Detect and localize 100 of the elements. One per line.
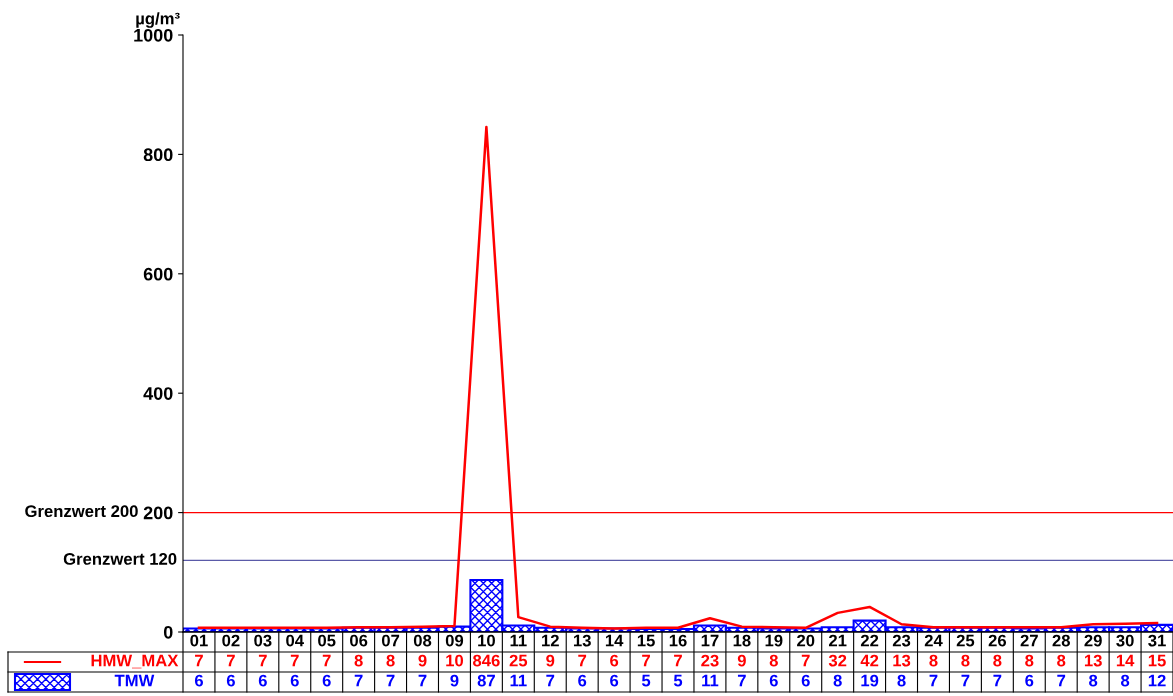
data-label: 9: [450, 674, 459, 687]
data-label: 9: [418, 654, 427, 667]
text: TMW: [114, 674, 155, 687]
y-tick-label: 200: [143, 506, 173, 520]
x-tick-label: 19: [765, 634, 783, 647]
data-label: 11: [702, 674, 719, 687]
data-label: 6: [194, 674, 203, 687]
data-label: 7: [386, 674, 395, 687]
data-label: 8: [1089, 674, 1098, 687]
data-label: 32: [828, 654, 847, 667]
x-tick-label: 25: [956, 634, 975, 647]
x-tick-label: 12: [542, 634, 559, 647]
x-tick-label: 07: [381, 634, 400, 647]
data-label: 7: [226, 654, 235, 667]
x-tick-label: 20: [797, 634, 815, 647]
data-label: 8: [993, 654, 1002, 667]
x-tick-label: 26: [988, 634, 1007, 647]
data-label: 8: [1025, 654, 1034, 667]
x-tick-label: 29: [1084, 634, 1102, 647]
x-tick-label: 17: [701, 634, 719, 647]
x-tick-label: 03: [254, 634, 272, 647]
x-tick-label: 11: [510, 634, 527, 647]
data-label: 8: [386, 654, 395, 667]
x-tick-label: 08: [413, 634, 432, 647]
data-label: 7: [418, 674, 427, 687]
data-label: 7: [1057, 674, 1066, 687]
x-tick-label: 16: [669, 634, 687, 647]
data-label: 12: [1148, 674, 1166, 687]
data-label: 10: [446, 654, 464, 667]
data-label: 6: [322, 674, 331, 687]
y-tick-label: 800: [143, 148, 173, 162]
data-label: 6: [258, 674, 267, 687]
data-label: 7: [195, 654, 203, 667]
data-label: 6: [290, 674, 299, 687]
x-tick-label: 23: [892, 634, 911, 647]
data-label: 7: [258, 654, 267, 667]
data-label: 5: [673, 674, 683, 687]
data-label: 8: [1120, 674, 1130, 687]
y-axis-title: µg/m³: [136, 12, 180, 28]
x-tick-label: 30: [1116, 634, 1134, 647]
data-label: 25: [509, 654, 528, 667]
data-label: 7: [961, 674, 970, 687]
x-tick-label: 04: [286, 634, 304, 647]
data-label: 42: [860, 654, 879, 667]
ref-line-label: Grenzwert 200: [25, 505, 138, 518]
data-label: 7: [546, 674, 555, 687]
data-label: 6: [1025, 674, 1034, 687]
data-label: 23: [701, 654, 719, 667]
data-label: 8: [929, 654, 938, 667]
data-label: 6: [801, 674, 810, 687]
x-tick-label: 01: [190, 634, 208, 647]
data-label: 7: [578, 654, 587, 667]
x-tick-label: 15: [637, 634, 655, 647]
data-label: 13: [1084, 654, 1102, 667]
data-label: 14: [1116, 654, 1135, 667]
data-label: 6: [610, 654, 619, 667]
legend-label: HMW_MAX: [91, 654, 179, 669]
data-label: 7: [290, 654, 299, 667]
data-label: 9: [737, 654, 746, 667]
data-label: 6: [769, 674, 778, 687]
data-label: 8: [897, 674, 906, 687]
data-label: 19: [861, 674, 879, 687]
ref-line-label: Grenzwert 120: [63, 553, 177, 565]
data-label: 11: [510, 674, 527, 687]
x-tick-label: 13: [573, 634, 591, 647]
y-tick-label: 600: [143, 267, 173, 281]
data-label: 87: [477, 674, 495, 687]
data-label: 6: [226, 674, 235, 687]
data-label: 9: [546, 654, 555, 667]
data-label: 8: [1057, 654, 1066, 667]
x-tick-label: 02: [222, 634, 240, 647]
data-label: 5: [641, 674, 651, 687]
x-tick-label: 27: [1020, 634, 1038, 647]
x-tick-label: 22: [860, 634, 879, 647]
x-tick-label: 10: [478, 634, 495, 647]
data-label: 13: [893, 654, 911, 667]
data-label: 8: [354, 654, 363, 667]
data-label: 7: [674, 654, 682, 667]
data-label: 7: [322, 654, 331, 667]
data-label: 7: [993, 674, 1002, 687]
data-label: 7: [642, 654, 650, 667]
data-label: 8: [769, 654, 778, 667]
x-tick-label: 18: [733, 634, 751, 647]
data-label: 846: [473, 654, 500, 667]
x-tick-label: 09: [445, 634, 464, 647]
data-label: 7: [737, 674, 746, 687]
x-tick-label: 21: [828, 634, 847, 647]
y-tick-label: 0: [163, 625, 173, 639]
x-tick-label: 24: [924, 634, 943, 647]
y-tick-label: 1000: [134, 28, 173, 42]
data-label: 7: [354, 674, 363, 687]
data-label: 6: [610, 674, 619, 687]
x-tick-label: 06: [350, 634, 368, 647]
data-label: 8: [833, 674, 842, 687]
x-tick-label: 28: [1052, 634, 1070, 647]
data-label: 6: [578, 674, 587, 687]
data-label: 8: [961, 654, 970, 667]
x-tick-label: 05: [318, 634, 336, 647]
data-label: 7: [929, 674, 938, 687]
x-tick-label: 31: [1148, 634, 1166, 647]
